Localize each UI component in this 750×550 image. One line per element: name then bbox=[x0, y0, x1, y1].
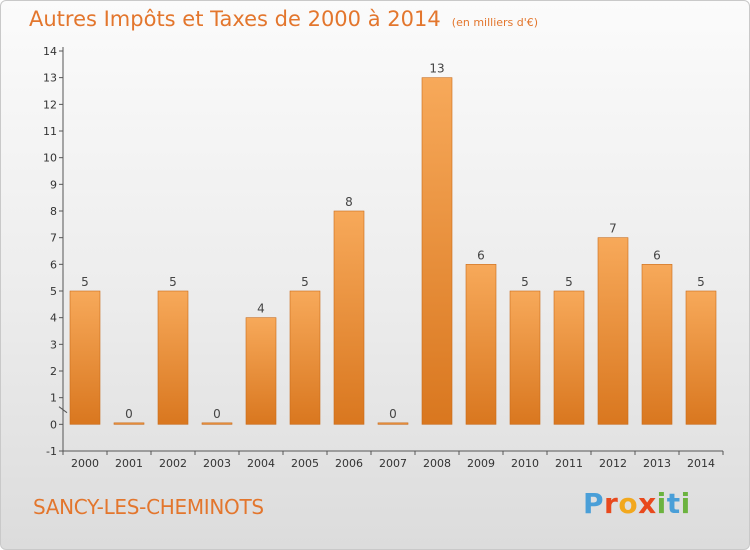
x-tick-label-2013: 2013 bbox=[643, 457, 671, 470]
x-tick-label-2004: 2004 bbox=[247, 457, 275, 470]
chart-title-row: Autres Impôts et Taxes de 2000 à 2014 (e… bbox=[29, 7, 538, 31]
y-tick-label: 13 bbox=[43, 72, 57, 85]
bar-2007 bbox=[377, 422, 409, 425]
bar-2009 bbox=[465, 264, 497, 425]
y-tick-label: 4 bbox=[50, 312, 57, 325]
x-tick-label-2000: 2000 bbox=[71, 457, 99, 470]
logo-letter: r bbox=[604, 487, 619, 520]
y-tick-label: 7 bbox=[50, 232, 57, 245]
y-tick-label: -1 bbox=[46, 445, 57, 458]
bar-2012 bbox=[597, 237, 629, 425]
proxiti-logo[interactable]: Proxiti bbox=[583, 487, 691, 520]
y-tick-label: 8 bbox=[50, 205, 57, 218]
bar-2011 bbox=[553, 290, 585, 425]
value-label-2001: 0 bbox=[125, 407, 133, 421]
bar-2014 bbox=[685, 290, 717, 425]
bar-2002 bbox=[157, 290, 189, 425]
y-tick-label: 2 bbox=[50, 365, 57, 378]
value-label-2008: 13 bbox=[429, 62, 444, 76]
axis-break-mark bbox=[58, 406, 68, 414]
value-label-2011: 5 bbox=[565, 275, 573, 289]
logo-letter: o bbox=[618, 487, 639, 520]
bar-2013 bbox=[641, 264, 673, 425]
x-tick-label-2006: 2006 bbox=[335, 457, 363, 470]
value-label-2009: 6 bbox=[477, 248, 485, 262]
logo-letter: i bbox=[656, 487, 667, 520]
value-label-2010: 5 bbox=[521, 275, 529, 289]
y-tick-label: 6 bbox=[50, 258, 57, 271]
x-tick-label-2001: 2001 bbox=[115, 457, 143, 470]
y-tick-label: 0 bbox=[50, 418, 57, 431]
logo-letter: x bbox=[638, 487, 657, 520]
y-tick-label: 14 bbox=[43, 45, 57, 58]
value-label-2014: 5 bbox=[697, 275, 705, 289]
y-tick-label: 3 bbox=[50, 338, 57, 351]
bar-2005 bbox=[289, 290, 321, 425]
x-tick-label-2003: 2003 bbox=[203, 457, 231, 470]
logo-letter: P bbox=[583, 487, 605, 520]
value-label-2007: 0 bbox=[389, 407, 397, 421]
x-tick-label-2010: 2010 bbox=[511, 457, 539, 470]
y-tick-label: 9 bbox=[50, 178, 57, 191]
x-tick-label-2011: 2011 bbox=[555, 457, 583, 470]
y-tick-label: 5 bbox=[50, 285, 57, 298]
bar-2004 bbox=[245, 317, 277, 425]
logo-letter: i bbox=[680, 487, 691, 520]
logo-letter: t bbox=[666, 487, 681, 520]
x-tick-label-2002: 2002 bbox=[159, 457, 187, 470]
bar-2001 bbox=[113, 422, 145, 425]
value-label-2003: 0 bbox=[213, 407, 221, 421]
x-tick-label-2007: 2007 bbox=[379, 457, 407, 470]
x-tick-label-2009: 2009 bbox=[467, 457, 495, 470]
value-label-2013: 6 bbox=[653, 248, 661, 262]
commune-name: SANCY-LES-CHEMINOTS bbox=[33, 495, 264, 519]
x-tick-label-2005: 2005 bbox=[291, 457, 319, 470]
bar-2008 bbox=[421, 77, 453, 425]
x-tick-label-2014: 2014 bbox=[687, 457, 715, 470]
value-label-2004: 4 bbox=[257, 302, 265, 316]
x-tick-label-2012: 2012 bbox=[599, 457, 627, 470]
y-tick-label: 10 bbox=[43, 152, 57, 165]
y-tick-label: 1 bbox=[50, 392, 57, 405]
value-label-2000: 5 bbox=[81, 275, 89, 289]
chart-unit: (en milliers d'€) bbox=[451, 16, 539, 29]
bar-2003 bbox=[201, 422, 233, 425]
value-label-2002: 5 bbox=[169, 275, 177, 289]
value-label-2006: 8 bbox=[345, 195, 353, 209]
chart-title: Autres Impôts et Taxes de 2000 à 2014 bbox=[29, 7, 441, 31]
bar-2006 bbox=[333, 210, 365, 425]
bar-2000 bbox=[69, 290, 101, 425]
y-tick-label: 12 bbox=[43, 98, 57, 111]
value-label-2012: 7 bbox=[609, 222, 617, 236]
x-tick-label-2008: 2008 bbox=[423, 457, 451, 470]
bar-2010 bbox=[509, 290, 541, 425]
value-label-2005: 5 bbox=[301, 275, 309, 289]
y-tick-label: 11 bbox=[43, 125, 57, 138]
